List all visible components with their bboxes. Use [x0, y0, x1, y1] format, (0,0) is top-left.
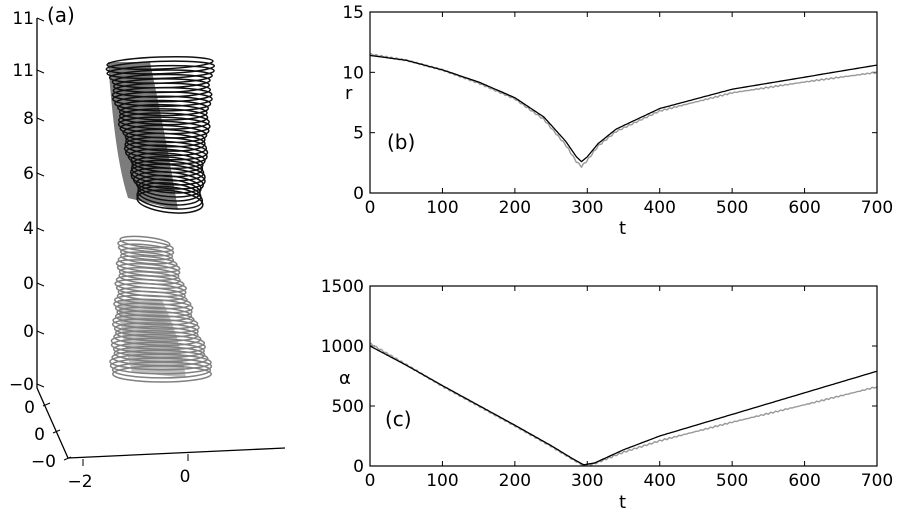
z-tick [36, 282, 45, 287]
panel-a-label: (a) [47, 3, 75, 27]
trajectory-loop-black [106, 55, 214, 71]
panel-b-frame [369, 11, 878, 194]
y-tick-label: −0 [31, 452, 56, 472]
z-tick [36, 17, 45, 22]
y-tick [52, 429, 61, 434]
y-tick-label: 5 [353, 124, 364, 144]
series-line-black [369, 54, 878, 163]
x-tick-label: 700 [861, 198, 893, 218]
x-tick-label: 400 [643, 198, 675, 218]
trajectory-loop-grey [117, 243, 175, 257]
panel-b-label: (b) [387, 130, 415, 154]
series-line-grey [369, 52, 878, 169]
y-axis-line [36, 387, 69, 459]
x-tick-label: 100 [426, 198, 458, 218]
z-tick-label: 11 [12, 61, 34, 81]
x-tick-label: 500 [716, 198, 748, 218]
panel-a-3d-plot: (a) 11 11 8 6 4 0 0 −0 0 0 −0 −2 0 [9, 3, 286, 492]
x-tick-label: 0 [365, 471, 376, 491]
y-tick-label: 500 [332, 397, 364, 417]
panel-a-ticks: 11 11 8 6 4 0 0 −0 0 0 −0 −2 0 [9, 9, 190, 492]
z-tick-label: 6 [23, 164, 34, 184]
x-tick-label: 700 [861, 471, 893, 491]
x-tick-label: 300 [571, 198, 603, 218]
x-tick-label: 0 [365, 198, 376, 218]
series-line-grey [370, 342, 878, 467]
x-axis-line [67, 447, 286, 459]
x-tick-label: 0 [180, 467, 191, 487]
z-tick [36, 227, 45, 232]
panel-b-xlabel: t [619, 218, 626, 239]
y-tick-label: 15 [342, 3, 364, 23]
trajectory-core-black [108, 62, 178, 210]
trajectory-loop-grey [119, 235, 171, 249]
x-tick-label: 100 [426, 471, 458, 491]
z-tick-label: 8 [23, 109, 34, 129]
z-tick-label: −0 [9, 375, 34, 395]
panel-b-ticks: 0 100 200 300 400 500 600 700 0 5 10 15 [342, 3, 893, 218]
panel-c-lines [369, 342, 878, 467]
trajectory-loop-black [105, 60, 216, 75]
z-tick [36, 69, 45, 74]
y-tick-label: 0 [24, 398, 35, 418]
x-tick-label: 200 [499, 198, 531, 218]
trajectory-loop-grey [119, 247, 174, 261]
z-tick [36, 383, 45, 388]
panel-c-ticks: 0 100 200 300 400 500 600 700 0 500 1000 1500 [321, 277, 893, 491]
x-tick-label: −2 [67, 472, 92, 492]
x-tick-label: 300 [571, 471, 603, 491]
z-tick [36, 117, 45, 122]
y-tick-label: 10 [342, 63, 364, 83]
z-tick-label: 0 [23, 322, 34, 342]
z-tick [36, 172, 45, 177]
z-tick [36, 330, 45, 335]
series-line-black [369, 345, 878, 466]
panel-c-alpha-plot: 0 100 200 300 400 500 600 700 0 500 1000 1500 (c) α… [321, 277, 893, 512]
panel-c-label: (c) [385, 407, 412, 431]
panel-b-lines [369, 52, 878, 169]
y-tick-label: 1000 [321, 337, 364, 357]
x-tick-label: 600 [788, 198, 820, 218]
panel-c-xlabel: t [619, 492, 626, 512]
x-tick-label: 200 [499, 471, 531, 491]
y-tick-label: 0 [353, 184, 364, 204]
y-tick-label: 0 [353, 457, 364, 477]
panel-c-frame [369, 285, 878, 467]
panel-b-ylabel: r [345, 83, 353, 104]
trajectory-core-grey [118, 300, 186, 378]
panel-b-radius-plot: 0 100 200 300 400 500 600 700 0 5 10 15 (b) r t [342, 3, 893, 239]
y-tick-label: 0 [34, 425, 45, 445]
z-tick-label: 4 [23, 219, 34, 239]
trajectory-loop-grey [120, 251, 175, 265]
x-tick-label: 500 [716, 471, 748, 491]
x-tick-label: 400 [643, 471, 675, 491]
z-tick-label: 11 [12, 9, 34, 29]
y-tick [42, 402, 51, 407]
trajectory-loop-grey [117, 239, 174, 253]
panel-a-trajectories [105, 55, 216, 383]
y-tick-label: 1500 [321, 277, 364, 297]
z-tick-label: 0 [23, 274, 34, 294]
y-tick [63, 456, 72, 461]
x-tick-label: 600 [788, 471, 820, 491]
panel-c-ylabel: α [339, 368, 351, 389]
